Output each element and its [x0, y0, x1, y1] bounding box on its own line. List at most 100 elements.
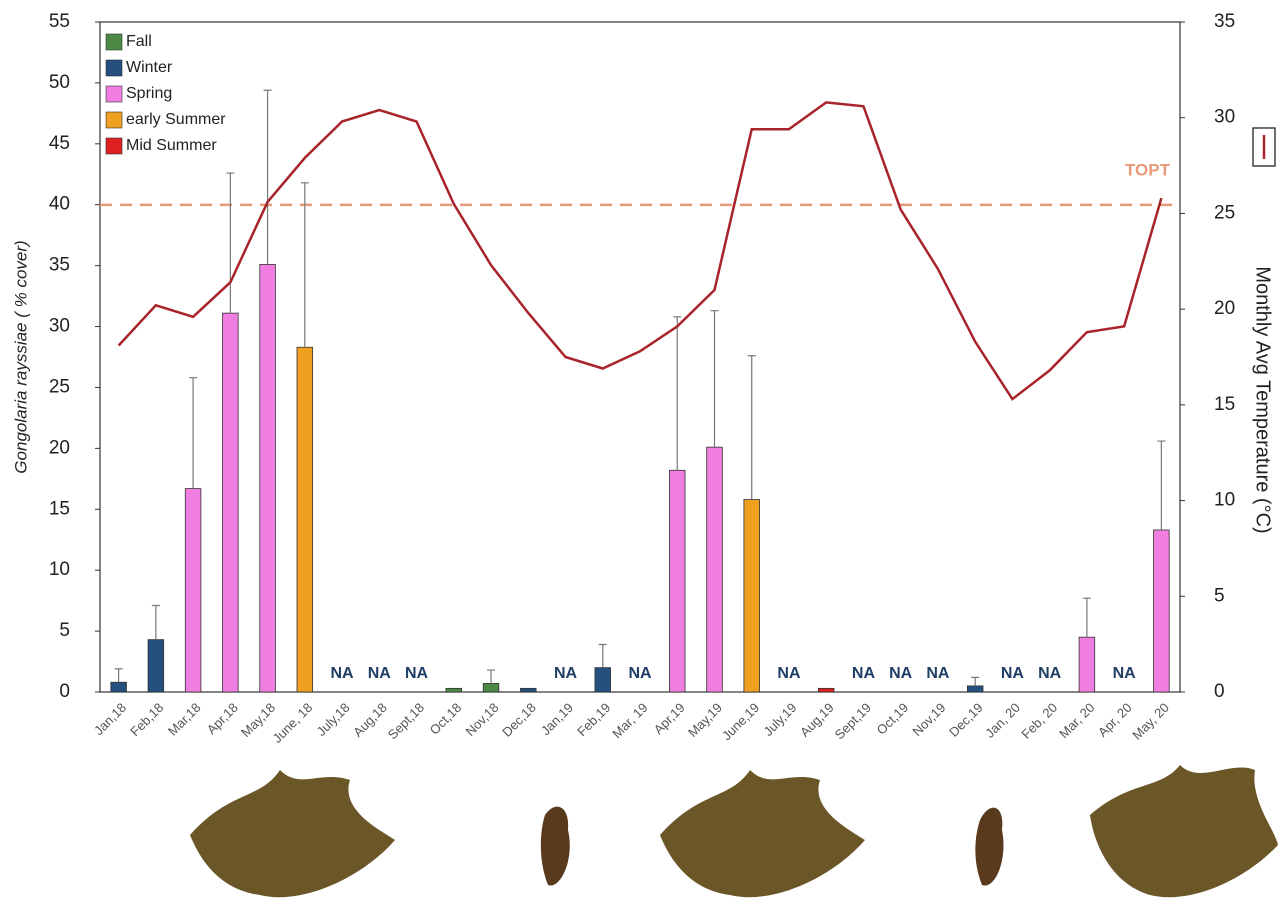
legend-swatch [105, 85, 123, 103]
y-tick-label: 30 [49, 316, 70, 337]
x-tick-label: Apr,19 [651, 700, 688, 737]
bar [296, 346, 314, 693]
bar [147, 639, 165, 693]
y-tick-label: 25 [49, 376, 70, 397]
error-bar [151, 604, 160, 640]
na-label: NA [628, 665, 652, 682]
na-label: NA [777, 665, 801, 682]
x-tick-label: Apr,18 [204, 700, 241, 737]
x-tick-label: Oct,19 [874, 700, 912, 738]
error-bar [263, 89, 272, 265]
bar [669, 469, 686, 693]
bar [594, 667, 611, 693]
bar [520, 687, 537, 693]
legend-label: early Summer [126, 111, 226, 128]
error-bar [189, 377, 198, 489]
x-tick-label: Nov,18 [463, 700, 502, 739]
y2-tick-label: 30 [1214, 107, 1235, 128]
seaweed-image [190, 770, 395, 898]
na-label: NA [889, 665, 913, 682]
y2-tick-label: 20 [1214, 298, 1235, 319]
na-label: NA [926, 665, 950, 682]
x-tick-label: Dec,18 [499, 700, 539, 740]
error-bar [487, 669, 496, 684]
bar [966, 685, 984, 693]
x-tick-label: Jan, 20 [982, 700, 1023, 741]
x-tick-label: July,19 [760, 700, 799, 739]
x-tick-label: Jan,19 [538, 700, 576, 738]
x-tick-label: July,18 [314, 700, 353, 739]
x-tick-label: Sept,19 [832, 700, 874, 742]
na-label: NA [554, 665, 578, 682]
x-tick-label: Mar, 20 [1056, 700, 1097, 741]
x-tick-label: Oct,18 [427, 700, 465, 738]
na-label: NA [1001, 665, 1025, 682]
x-tick-label: Feb, 20 [1018, 700, 1060, 742]
bar [445, 687, 463, 693]
y2-tick-label: 5 [1214, 585, 1225, 606]
y-tick-label: 10 [49, 559, 70, 580]
seaweed-images [190, 765, 1278, 898]
seaweed-image [975, 807, 1004, 886]
na-label: NA [331, 665, 355, 682]
y2-tick-label: 0 [1214, 681, 1225, 702]
na-label: NA [405, 665, 429, 682]
temperature-line [117, 101, 1163, 401]
plot-frame [99, 21, 1181, 693]
error-bar [747, 355, 756, 500]
y2-tick-label: 35 [1214, 11, 1235, 32]
x-tick-label: June,19 [719, 700, 762, 743]
x-tick-label: Mar, 19 [609, 700, 650, 741]
error-bar [673, 316, 682, 471]
error-bar [971, 676, 980, 686]
x-tick-label: Jan,18 [91, 700, 129, 738]
reference-label: TOPT [1125, 160, 1171, 179]
na-label: NA [1038, 665, 1062, 682]
x-tick-label: Feb,18 [127, 700, 166, 739]
bar [743, 499, 760, 693]
legend-swatch [105, 33, 123, 51]
y-tick-label: 40 [49, 194, 70, 215]
error-bar [226, 172, 235, 314]
y-tick-label: 50 [49, 72, 70, 93]
x-tick-label: May, 20 [1129, 700, 1172, 743]
y-tick-label: 15 [49, 498, 70, 519]
seaweed-image [540, 806, 570, 886]
bar [1153, 529, 1170, 693]
x-tick-label: Aug,18 [350, 700, 390, 740]
seaweed-image [660, 770, 865, 898]
y-tick-label: 45 [49, 133, 70, 154]
error-bar [300, 182, 309, 348]
y-tick-label: 0 [59, 681, 70, 702]
legend-label: Winter [126, 59, 173, 76]
y-tick-label: 5 [59, 620, 70, 641]
x-tick-label: Mar,18 [165, 700, 204, 739]
y-tick-label: 35 [49, 255, 70, 276]
error-bar [1082, 597, 1091, 638]
bar [817, 687, 835, 693]
error-bar [114, 668, 123, 683]
bar [259, 264, 276, 693]
bar [706, 446, 723, 693]
x-tick-label: Aug,19 [797, 700, 837, 740]
x-tick-label: Sept,18 [385, 700, 427, 742]
legend-label: Mid Summer [126, 137, 217, 154]
na-label: NA [852, 665, 876, 682]
x-tick-label: Apr, 20 [1095, 700, 1135, 740]
legend-label: Fall [126, 33, 152, 50]
x-tick-label: Feb,19 [574, 700, 613, 739]
y2-tick-label: 15 [1214, 394, 1235, 415]
bar [1078, 636, 1096, 693]
y-tick-label: 55 [49, 11, 70, 32]
bar [110, 681, 127, 693]
y2-tick-label: 10 [1214, 490, 1235, 511]
x-tick-label: June, 18 [270, 700, 316, 746]
x-tick-label: Dec,19 [946, 700, 986, 740]
error-bar [1157, 440, 1166, 530]
y2-tick-label: 25 [1214, 202, 1235, 223]
legend-swatch [105, 59, 123, 77]
line-legend-box [1252, 127, 1276, 167]
legend-label: Spring [126, 85, 172, 102]
na-label: NA [368, 665, 392, 682]
